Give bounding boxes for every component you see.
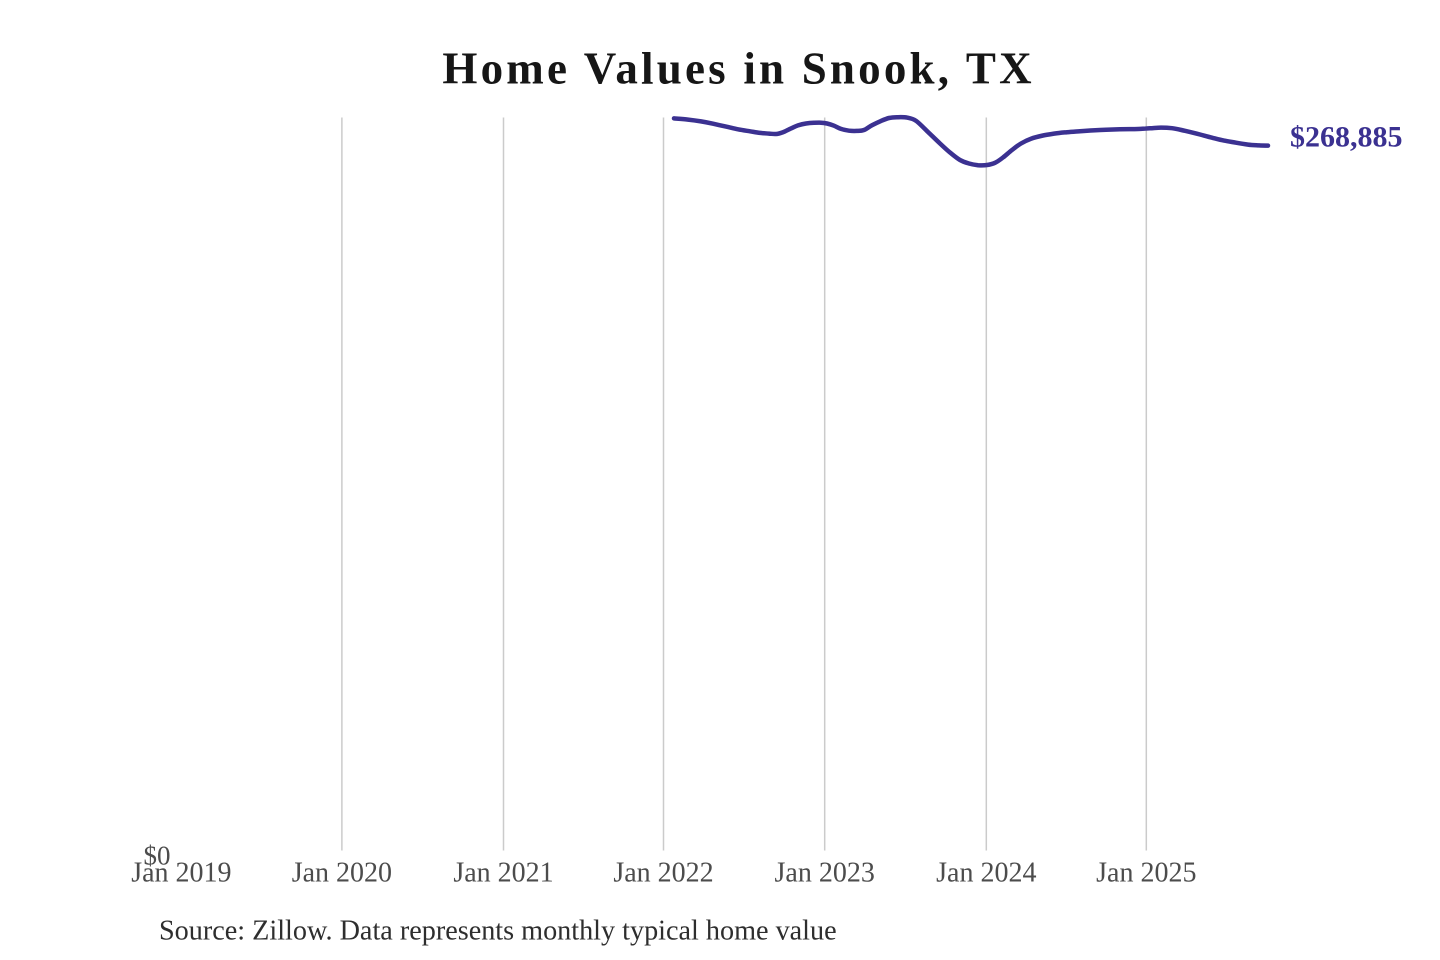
svg-text:$0: $0 [144,841,171,871]
svg-text:Source: Zillow. Data represent: Source: Zillow. Data represents monthly … [159,915,837,946]
svg-text:Jan 2022: Jan 2022 [613,857,713,888]
svg-text:Jan 2023: Jan 2023 [775,857,875,888]
svg-text:$268,885: $268,885 [1290,121,1403,154]
svg-text:Home Values in Snook, TX: Home Values in Snook, TX [442,44,1034,94]
svg-text:Jan 2020: Jan 2020 [292,857,392,888]
svg-text:Jan 2019: Jan 2019 [131,857,231,888]
svg-text:Jan 2025: Jan 2025 [1096,857,1196,888]
svg-text:Jan 2024: Jan 2024 [936,857,1036,888]
svg-text:Jan 2021: Jan 2021 [453,857,553,888]
